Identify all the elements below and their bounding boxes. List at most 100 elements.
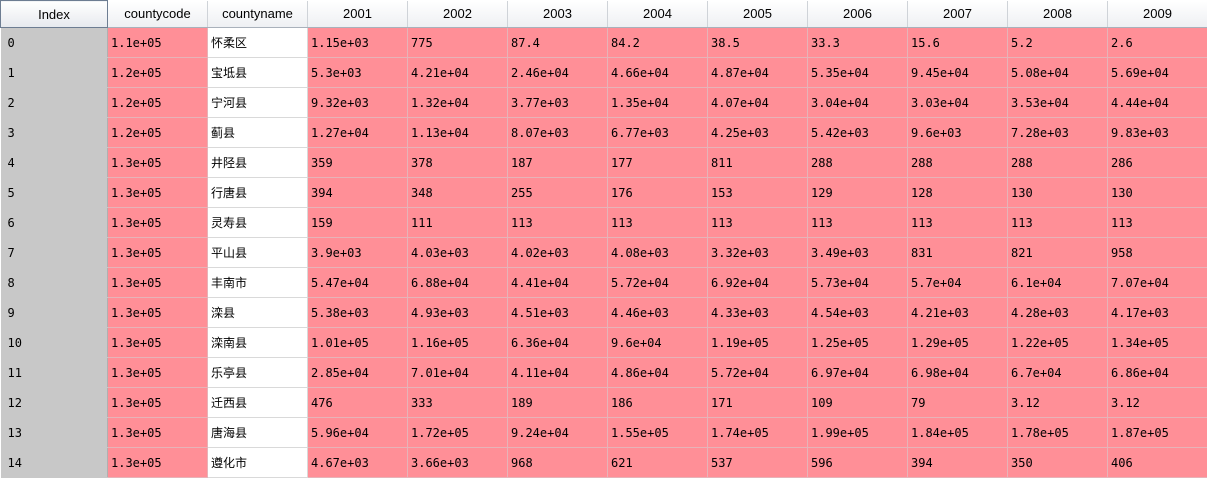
value-cell-2006[interactable]: 3.49e+03 [808, 238, 908, 268]
countyname-cell[interactable]: 平山县 [208, 238, 308, 268]
row-index-cell[interactable]: 4 [1, 148, 108, 178]
value-cell-2004[interactable]: 621 [608, 448, 708, 478]
value-cell-2003[interactable]: 3.77e+03 [508, 88, 608, 118]
row-index-cell[interactable]: 10 [1, 328, 108, 358]
value-cell-2002[interactable]: 4.21e+04 [408, 58, 508, 88]
value-cell-2007[interactable]: 288 [908, 148, 1008, 178]
countyname-cell[interactable]: 行唐县 [208, 178, 308, 208]
countycode-cell[interactable]: 1.3e+05 [108, 418, 208, 448]
value-cell-2009[interactable]: 3.12 [1108, 388, 1207, 418]
countyname-cell[interactable]: 滦南县 [208, 328, 308, 358]
value-cell-2005[interactable]: 4.25e+03 [708, 118, 808, 148]
value-cell-2006[interactable]: 4.54e+03 [808, 298, 908, 328]
value-cell-2003[interactable]: 189 [508, 388, 608, 418]
value-cell-2007[interactable]: 128 [908, 178, 1008, 208]
value-cell-2001[interactable]: 3.9e+03 [308, 238, 408, 268]
value-cell-2001[interactable]: 476 [308, 388, 408, 418]
value-cell-2003[interactable]: 113 [508, 208, 608, 238]
value-cell-2008[interactable]: 7.28e+03 [1008, 118, 1108, 148]
value-cell-2009[interactable]: 406 [1108, 448, 1207, 478]
value-cell-2006[interactable]: 109 [808, 388, 908, 418]
value-cell-2007[interactable]: 4.21e+03 [908, 298, 1008, 328]
value-cell-2009[interactable]: 113 [1108, 208, 1207, 238]
value-cell-2005[interactable]: 113 [708, 208, 808, 238]
value-cell-2009[interactable]: 286 [1108, 148, 1207, 178]
countyname-cell[interactable]: 乐亭县 [208, 358, 308, 388]
value-cell-2008[interactable]: 5.08e+04 [1008, 58, 1108, 88]
value-cell-2005[interactable]: 4.07e+04 [708, 88, 808, 118]
value-cell-2001[interactable]: 394 [308, 178, 408, 208]
row-index-cell[interactable]: 1 [1, 58, 108, 88]
value-cell-2001[interactable]: 159 [308, 208, 408, 238]
row-index-cell[interactable]: 11 [1, 358, 108, 388]
value-cell-2005[interactable]: 3.32e+03 [708, 238, 808, 268]
row-index-cell[interactable]: 2 [1, 88, 108, 118]
value-cell-2008[interactable]: 288 [1008, 148, 1108, 178]
value-cell-2003[interactable]: 9.24e+04 [508, 418, 608, 448]
value-cell-2009[interactable]: 4.17e+03 [1108, 298, 1207, 328]
column-header-2009[interactable]: 2009 [1108, 1, 1207, 28]
value-cell-2009[interactable]: 7.07e+04 [1108, 268, 1207, 298]
value-cell-2008[interactable]: 5.2 [1008, 28, 1108, 58]
value-cell-2004[interactable]: 9.6e+04 [608, 328, 708, 358]
value-cell-2003[interactable]: 8.07e+03 [508, 118, 608, 148]
value-cell-2006[interactable]: 5.42e+03 [808, 118, 908, 148]
countyname-cell[interactable]: 怀柔区 [208, 28, 308, 58]
value-cell-2004[interactable]: 6.77e+03 [608, 118, 708, 148]
value-cell-2006[interactable]: 3.04e+04 [808, 88, 908, 118]
value-cell-2004[interactable]: 177 [608, 148, 708, 178]
value-cell-2003[interactable]: 4.41e+04 [508, 268, 608, 298]
value-cell-2008[interactable]: 113 [1008, 208, 1108, 238]
value-cell-2004[interactable]: 84.2 [608, 28, 708, 58]
value-cell-2009[interactable]: 130 [1108, 178, 1207, 208]
value-cell-2007[interactable]: 79 [908, 388, 1008, 418]
column-header-2004[interactable]: 2004 [608, 1, 708, 28]
value-cell-2009[interactable]: 4.44e+04 [1108, 88, 1207, 118]
value-cell-2002[interactable]: 111 [408, 208, 508, 238]
countycode-cell[interactable]: 1.3e+05 [108, 268, 208, 298]
value-cell-2007[interactable]: 5.7e+04 [908, 268, 1008, 298]
value-cell-2004[interactable]: 4.66e+04 [608, 58, 708, 88]
countycode-cell[interactable]: 1.3e+05 [108, 148, 208, 178]
value-cell-2004[interactable]: 1.35e+04 [608, 88, 708, 118]
row-index-cell[interactable]: 14 [1, 448, 108, 478]
value-cell-2003[interactable]: 87.4 [508, 28, 608, 58]
value-cell-2003[interactable]: 968 [508, 448, 608, 478]
value-cell-2003[interactable]: 187 [508, 148, 608, 178]
value-cell-2004[interactable]: 5.72e+04 [608, 268, 708, 298]
value-cell-2001[interactable]: 2.85e+04 [308, 358, 408, 388]
value-cell-2007[interactable]: 9.6e+03 [908, 118, 1008, 148]
countycode-cell[interactable]: 1.3e+05 [108, 358, 208, 388]
value-cell-2004[interactable]: 4.08e+03 [608, 238, 708, 268]
value-cell-2008[interactable]: 6.7e+04 [1008, 358, 1108, 388]
row-index-cell[interactable]: 0 [1, 28, 108, 58]
value-cell-2002[interactable]: 3.66e+03 [408, 448, 508, 478]
value-cell-2002[interactable]: 1.16e+05 [408, 328, 508, 358]
row-index-cell[interactable]: 6 [1, 208, 108, 238]
countyname-cell[interactable]: 宁河县 [208, 88, 308, 118]
countycode-cell[interactable]: 1.3e+05 [108, 388, 208, 418]
value-cell-2001[interactable]: 5.47e+04 [308, 268, 408, 298]
countyname-cell[interactable]: 丰南市 [208, 268, 308, 298]
value-cell-2006[interactable]: 129 [808, 178, 908, 208]
row-index-cell[interactable]: 5 [1, 178, 108, 208]
value-cell-2009[interactable]: 9.83e+03 [1108, 118, 1207, 148]
countycode-cell[interactable]: 1.3e+05 [108, 328, 208, 358]
value-cell-2009[interactable]: 2.6 [1108, 28, 1207, 58]
value-cell-2004[interactable]: 176 [608, 178, 708, 208]
value-cell-2004[interactable]: 113 [608, 208, 708, 238]
value-cell-2009[interactable]: 1.87e+05 [1108, 418, 1207, 448]
value-cell-2001[interactable]: 9.32e+03 [308, 88, 408, 118]
value-cell-2004[interactable]: 4.46e+03 [608, 298, 708, 328]
value-cell-2007[interactable]: 3.03e+04 [908, 88, 1008, 118]
value-cell-2002[interactable]: 4.03e+03 [408, 238, 508, 268]
value-cell-2006[interactable]: 1.99e+05 [808, 418, 908, 448]
countyname-cell[interactable]: 遵化市 [208, 448, 308, 478]
value-cell-2001[interactable]: 5.96e+04 [308, 418, 408, 448]
value-cell-2005[interactable]: 1.19e+05 [708, 328, 808, 358]
value-cell-2006[interactable]: 33.3 [808, 28, 908, 58]
value-cell-2007[interactable]: 9.45e+04 [908, 58, 1008, 88]
value-cell-2008[interactable]: 3.12 [1008, 388, 1108, 418]
column-header-2006[interactable]: 2006 [808, 1, 908, 28]
value-cell-2009[interactable]: 6.86e+04 [1108, 358, 1207, 388]
